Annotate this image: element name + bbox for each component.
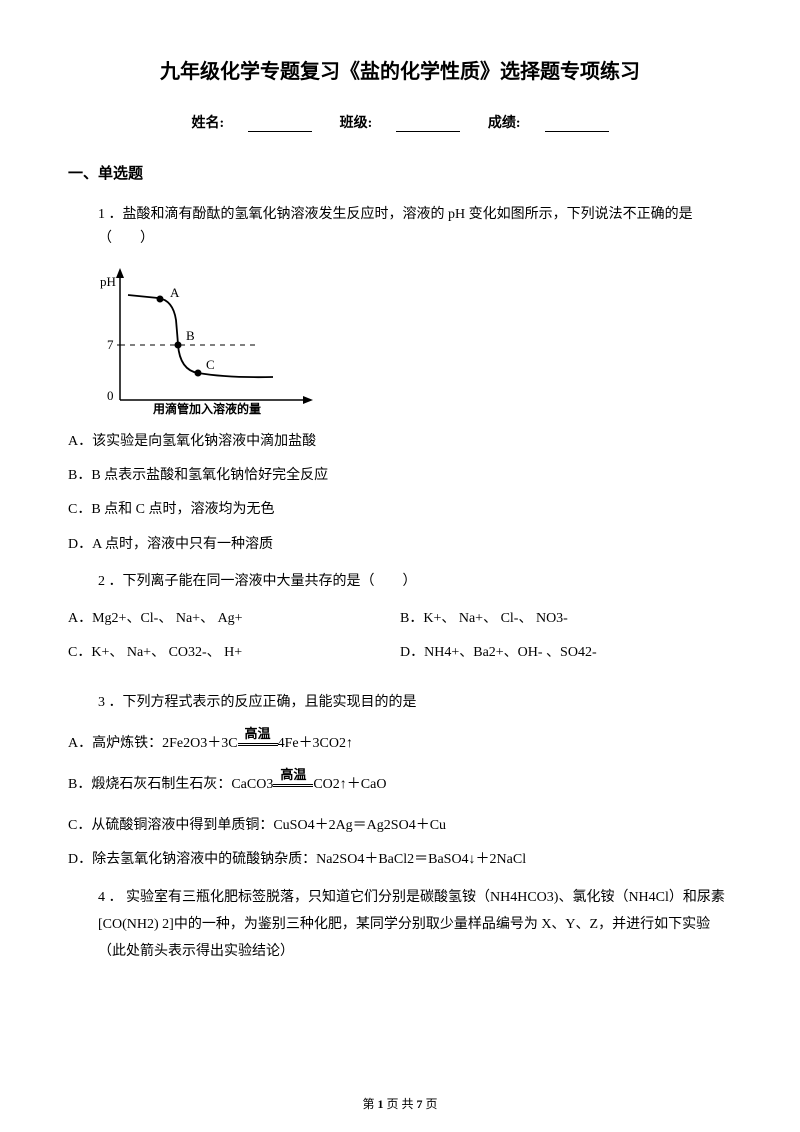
q2-text: 2 ．下列离子能在同一溶液中大量共存的是（ ） [68,570,732,594]
point-c-label: C [206,357,215,372]
q1-option-b: B．B 点表示盐酸和氢氧化钠恰好完全反应 [68,465,732,487]
question-4: 4 ． 实验室有三瓶化肥标签脱落，只知道它们分别是碳酸氢铵（NH4HCO3)、氯… [68,885,732,965]
high-temp-condition: 高温 [273,780,313,789]
q3-a-prefix: A．高炉炼铁：2Fe2O3＋3C [68,736,238,751]
q2-option-c: C．K+、 Na+、 CO32-、 H+ [68,642,400,664]
footer-suffix: 页 [423,1097,438,1111]
high-temp-condition: 高温 [238,739,278,748]
q3-text: 3 ．下列方程式表示的反应正确，且能实现目的的是 [68,691,732,715]
section-header: 一、单选题 [68,162,732,183]
q3-option-b: B．煅烧石灰石制生石灰：CaCO3高温CO2↑＋CaO [68,774,732,795]
score-label: 成绩: [488,116,521,131]
score-blank [545,118,609,132]
question-2: 2 ．下列离子能在同一溶液中大量共存的是（ ） A．Mg2+、Cl-、 Na+、… [68,570,732,677]
q3-option-d: D．除去氢氧化钠溶液中的硫酸钠杂质：Na2SO4＋BaCl2＝BaSO4↓＋2N… [68,849,732,871]
point-b-label: B [186,328,195,343]
q1-text: 1 ．盐酸和滴有酚酞的氢氧化钠溶液发生反应时，溶液的 pH 变化如图所示，下列说… [68,203,732,251]
question-3: 3 ．下列方程式表示的反应正确，且能实现目的的是 A．高炉炼铁：2Fe2O3＋3… [68,691,732,872]
y-tick-7: 7 [107,337,114,352]
y-axis-label: pH [100,274,116,289]
ph-chart: A B C pH 7 0 用滴管加入溶液的量 [98,265,328,415]
question-1: 1 ．盐酸和滴有酚酞的氢氧化钠溶液发生反应时，溶液的 pH 变化如图所示，下列说… [68,203,732,556]
name-blank [248,118,312,132]
q3-b-suffix: CO2↑＋CaO [313,777,386,792]
footer-mid: 页 共 [383,1097,416,1111]
q2-option-b: B．K+、 Na+、 Cl-、 NO3- [400,608,732,630]
point-a-label: A [170,285,180,300]
q1-option-a: A．该实验是向氢氧化钠溶液中滴加盐酸 [68,431,732,453]
q3-option-a: A．高炉炼铁：2Fe2O3＋3C高温4Fe＋3CO2↑ [68,733,732,754]
q3-option-c: C．从硫酸铜溶液中得到单质铜：CuSO4＋2Ag＝Ag2SO4＋Cu [68,815,732,837]
q3-b-prefix: B．煅烧石灰石制生石灰：CaCO3 [68,777,273,792]
name-label: 姓名: [191,116,224,131]
footer-prefix: 第 [362,1097,377,1111]
class-blank [396,118,460,132]
q1-option-c: C．B 点和 C 点时，溶液均为无色 [68,499,732,521]
q2-option-d: D．NH4+、Ba2+、OH- 、SO42- [400,642,732,664]
student-info-line: 姓名: 班级: 成绩: [68,112,732,132]
q1-option-d: D．A 点时，溶液中只有一种溶质 [68,534,732,556]
y-tick-0: 0 [107,388,114,403]
q3-a-suffix: 4Fe＋3CO2↑ [278,736,353,751]
class-label: 班级: [340,116,373,131]
q4-text: 4 ． 实验室有三瓶化肥标签脱落，只知道它们分别是碳酸氢铵（NH4HCO3)、氯… [68,885,732,965]
page-title: 九年级化学专题复习《盐的化学性质》选择题专项练习 [68,55,732,84]
x-axis-label: 用滴管加入溶液的量 [152,401,261,415]
page-footer: 第 1 页 共 7 页 [0,1095,800,1112]
q2-option-a: A．Mg2+、Cl-、 Na+、 Ag+ [68,608,400,630]
